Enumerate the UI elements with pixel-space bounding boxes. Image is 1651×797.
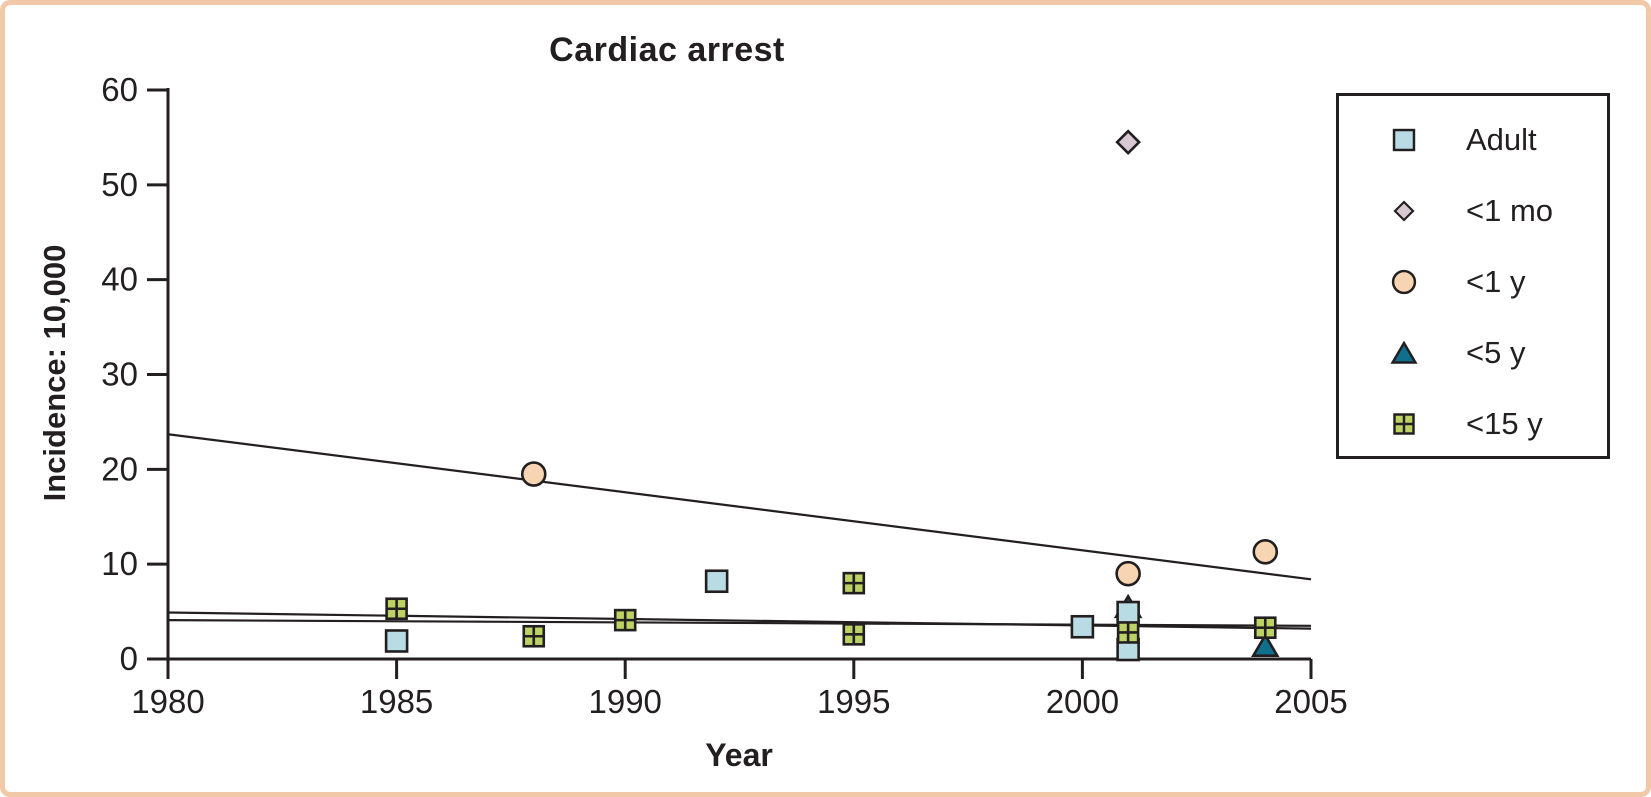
legend-label: <1 mo [1466, 193, 1554, 228]
trend-line-infant-trend [167, 433, 1312, 581]
legend-label: <15 y [1466, 406, 1543, 441]
cardiac-arrest-scatter-chart: 0 10 20 30 40 50 60 1980 1985 1990 1995 2000 2005 [101, 71, 1347, 720]
y-tick-label: 40 [101, 261, 138, 298]
y-tick-label: 10 [101, 545, 138, 582]
lt15y-grid-square-icon [1386, 407, 1436, 441]
y-tick-label: 60 [101, 71, 138, 108]
legend-label: Adult [1466, 122, 1537, 157]
data-point-circle [1391, 269, 1417, 295]
data-point-circle [1115, 560, 1141, 587]
x-tick-label: 1980 [131, 683, 204, 720]
lt1mo-diamond-icon [1386, 194, 1436, 228]
legend-item-lt1mo: <1 mo [1386, 193, 1554, 228]
y-tick-label: 50 [101, 166, 138, 203]
x-tick-label: 1985 [360, 683, 433, 720]
y-tick-label: 0 [120, 640, 138, 677]
chart-title: Cardiac arrest [549, 31, 785, 69]
data-point-square [1116, 600, 1140, 625]
data-point-diamond [1393, 200, 1415, 222]
legend-item-lt1y: <1 y [1386, 264, 1526, 299]
x-tick-label: 1990 [588, 683, 661, 720]
data-point-square [1392, 128, 1416, 152]
x-tick-label: 2000 [1046, 683, 1119, 720]
data-point-square [384, 629, 409, 653]
data-point-circle [520, 461, 547, 487]
data-point-circle [1252, 539, 1279, 565]
legend-item-lt15y: <15 y [1386, 406, 1543, 441]
chart-legend: Adult <1 mo <1 y <5 y <15 y [1336, 93, 1610, 459]
legend-label: <1 y [1466, 264, 1526, 299]
x-tick-label: 1995 [817, 683, 890, 720]
lt1y-circle-icon [1386, 265, 1436, 299]
y-axis-title: Incidence: 10,000 [37, 244, 72, 502]
legend-item-adult: Adult [1386, 122, 1537, 157]
x-tick-label: 2005 [1274, 683, 1347, 720]
data-point-square [1070, 614, 1095, 639]
y-tick-label: 30 [101, 356, 138, 393]
data-point-triangle [1251, 632, 1280, 658]
data-point-triangle [1390, 340, 1418, 364]
x-axis-title: Year [705, 737, 773, 773]
data-point-square [704, 569, 729, 594]
legend-item-lt5y: <5 y [1386, 335, 1526, 370]
adult-square-icon [1386, 123, 1436, 157]
y-tick-label: 20 [101, 450, 138, 487]
lt5y-triangle-icon [1386, 336, 1436, 370]
legend-label: <5 y [1466, 335, 1526, 370]
data-point-diamond [1115, 129, 1141, 155]
